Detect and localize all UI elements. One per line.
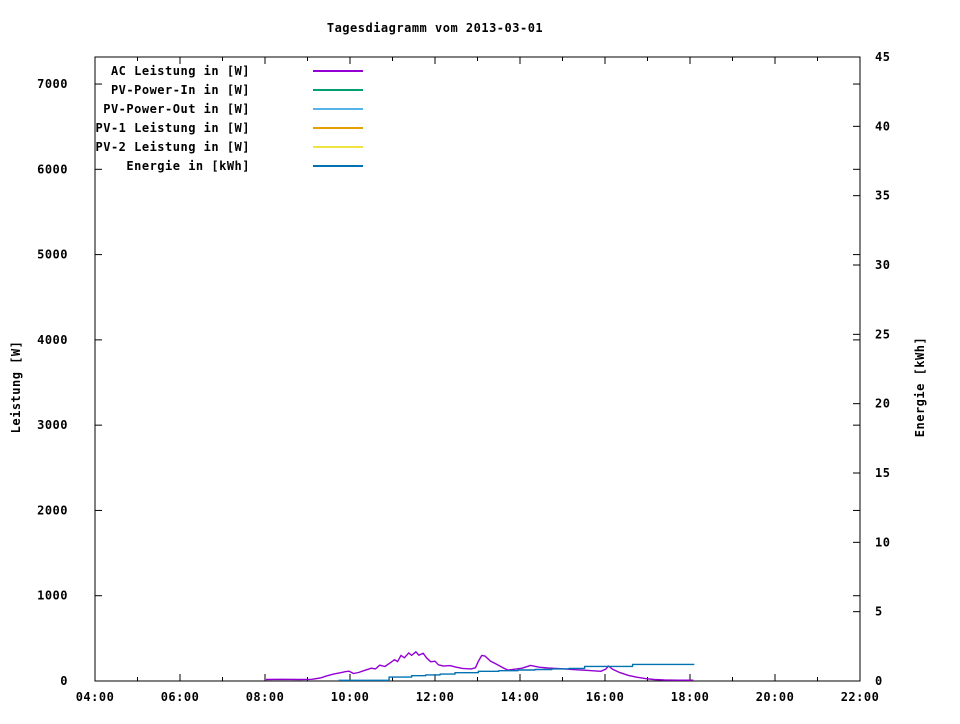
x-tick-label: 10:00 bbox=[331, 690, 370, 704]
x-tick-label: 06:00 bbox=[161, 690, 200, 704]
right-tick-label: 45 bbox=[875, 50, 890, 64]
right-tick-label: 10 bbox=[875, 535, 890, 549]
x-axis-labels: 04:00 06:00 08:00 10:00 12:00 14:00 16:00 18:00… bbox=[76, 690, 880, 704]
x-tick-label: 12:00 bbox=[416, 690, 455, 704]
right-axis-labels: 0 5 10 15 20 25 30 35 40 45 bbox=[875, 50, 890, 688]
x-tick-label: 20:00 bbox=[756, 690, 795, 704]
right-axis-ticks bbox=[853, 56, 860, 682]
x-tick-label: 04:00 bbox=[76, 690, 115, 704]
x-tick-label: 14:00 bbox=[501, 690, 540, 704]
legend-label-ac-leistung: AC Leistung in [W] bbox=[111, 64, 250, 78]
left-tick-label: 3000 bbox=[37, 418, 68, 432]
right-tick-label: 35 bbox=[875, 189, 890, 203]
legend-label-pv2-leistung: PV-2 Leistung in [W] bbox=[96, 140, 251, 154]
legend: AC Leistung in [W] PV-Power-In in [W] PV-P… bbox=[96, 64, 363, 173]
right-axis-title: Energie [kWh] bbox=[913, 336, 927, 438]
series-lines bbox=[265, 651, 695, 681]
left-tick-label: 2000 bbox=[37, 503, 68, 517]
legend-label-energie: Energie in [kWh] bbox=[126, 159, 250, 173]
left-tick-label: 5000 bbox=[37, 248, 68, 262]
right-tick-label: 40 bbox=[875, 119, 890, 133]
right-tick-label: 25 bbox=[875, 327, 890, 341]
series-ac-leistung-line bbox=[265, 651, 694, 681]
right-tick-label: 30 bbox=[875, 258, 890, 272]
right-tick-label: 15 bbox=[875, 466, 890, 480]
right-tick-label: 20 bbox=[875, 397, 890, 411]
chart-title: Tagesdiagramm vom 2013-03-01 bbox=[326, 21, 544, 35]
left-tick-label: 0 bbox=[60, 674, 68, 688]
legend-label-pv1-leistung: PV-1 Leistung in [W] bbox=[96, 121, 251, 135]
x-tick-label: 18:00 bbox=[671, 690, 710, 704]
x-tick-label: 16:00 bbox=[586, 690, 625, 704]
legend-label-pv-power-out: PV-Power-Out in [W] bbox=[103, 102, 250, 116]
left-axis-labels: 0 1000 2000 3000 4000 5000 6000 7000 bbox=[37, 77, 68, 688]
x-tick-label: 08:00 bbox=[246, 690, 285, 704]
legend-label-pv-power-in: PV-Power-In in [W] bbox=[111, 83, 250, 97]
left-axis-ticks bbox=[95, 83, 860, 682]
left-tick-label: 6000 bbox=[37, 162, 68, 176]
left-tick-label: 4000 bbox=[37, 333, 68, 347]
left-tick-label: 7000 bbox=[37, 77, 68, 91]
right-tick-label: 0 bbox=[875, 674, 883, 688]
x-tick-label: 22:00 bbox=[841, 690, 880, 704]
left-axis-title: Leistung [W] bbox=[9, 340, 23, 434]
series-energie-line bbox=[338, 663, 695, 681]
left-tick-label: 1000 bbox=[37, 589, 68, 603]
right-tick-label: 5 bbox=[875, 605, 883, 619]
